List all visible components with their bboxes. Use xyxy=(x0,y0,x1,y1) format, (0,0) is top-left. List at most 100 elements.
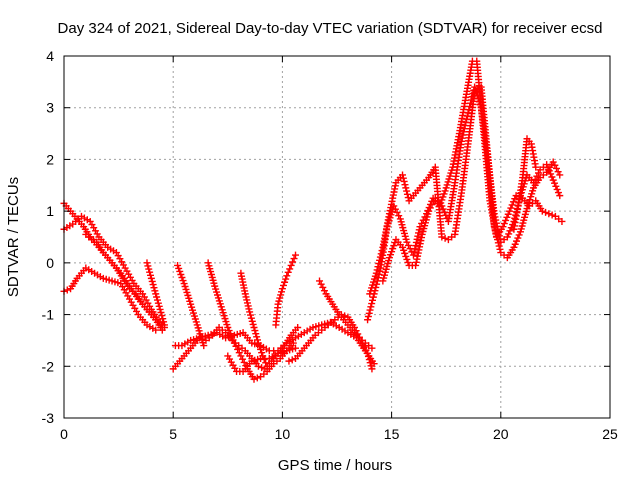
y-tick-label: 1 xyxy=(46,203,54,219)
data-point xyxy=(510,243,518,251)
data-point-interp xyxy=(547,170,555,178)
data-point-interp xyxy=(548,211,556,219)
data-point-interp xyxy=(155,302,163,310)
x-tick-label: 0 xyxy=(60,426,68,442)
data-point-interp xyxy=(258,364,266,372)
data-point-interp xyxy=(403,190,411,198)
data-point xyxy=(556,192,564,200)
data-series xyxy=(237,269,271,370)
data-series xyxy=(510,135,540,233)
data-series xyxy=(272,251,300,329)
data-point-interp xyxy=(466,102,474,110)
data-series xyxy=(379,83,564,285)
data-point-interp xyxy=(463,115,471,123)
data-point-interp xyxy=(251,327,259,335)
data-point-interp xyxy=(253,333,261,341)
tick-layer: 0 5 10 15 20 25 -3 -2 -1 0 1 2 3 4 xyxy=(42,48,618,442)
data-point-interp xyxy=(492,219,500,227)
data-point xyxy=(368,344,376,352)
data-point-interp xyxy=(288,356,296,364)
data-point-interp xyxy=(374,263,382,271)
data-point-interp xyxy=(252,330,260,338)
data-point xyxy=(259,352,267,360)
data-point-interp xyxy=(364,352,372,360)
data-point-interp xyxy=(495,232,503,240)
x-tick-label: 15 xyxy=(384,426,400,442)
data-point-interp xyxy=(276,294,284,302)
data-point xyxy=(254,339,262,347)
data-point-interp xyxy=(400,177,408,185)
data-point-interp xyxy=(551,179,559,187)
data-point-interp xyxy=(460,128,468,136)
data-series xyxy=(224,344,300,375)
data-point-interp xyxy=(505,230,513,238)
data-point-interp xyxy=(275,297,283,305)
data-point-interp xyxy=(468,93,476,101)
data-point-interp xyxy=(254,336,262,344)
data-point-interp xyxy=(151,287,159,295)
data-point-interp xyxy=(153,296,161,304)
data-point-interp xyxy=(366,306,374,314)
y-tick-label: 2 xyxy=(46,151,54,167)
data-point-interp xyxy=(462,118,470,126)
data-point-interp xyxy=(502,216,510,224)
chart-title: Day 324 of 2021, Sidereal Day-to-day VTE… xyxy=(58,20,603,37)
data-point xyxy=(289,339,297,347)
data-point-interp xyxy=(494,226,502,234)
data-point-interp xyxy=(160,318,168,326)
data-point-interp xyxy=(511,240,519,248)
y-tick-label: -1 xyxy=(42,307,55,323)
data-point-interp xyxy=(279,281,287,289)
data-point-interp xyxy=(504,210,512,218)
data-point xyxy=(156,305,164,313)
data-point xyxy=(538,207,546,215)
data-point-interp xyxy=(554,189,562,197)
data-point-interp xyxy=(157,309,165,317)
data-point-interp xyxy=(466,99,474,107)
data-point-interp xyxy=(441,234,449,242)
data-point-interp xyxy=(290,255,298,263)
data-point xyxy=(558,217,566,225)
data-point xyxy=(285,357,293,365)
data-point-interp xyxy=(277,291,285,299)
data-point-interp xyxy=(463,112,471,120)
plot-frame xyxy=(63,55,611,419)
data-point-interp xyxy=(364,313,372,321)
data-point xyxy=(143,259,151,267)
data-point xyxy=(399,171,407,179)
data-point-interp xyxy=(146,268,154,276)
data-point-interp xyxy=(403,187,411,195)
data-point-interp xyxy=(368,296,376,304)
data-point-interp xyxy=(158,312,166,320)
data-point-interp xyxy=(553,185,561,193)
data-point-interp xyxy=(508,201,516,209)
data-point xyxy=(372,269,380,277)
data-point xyxy=(549,176,557,184)
data-point-interp xyxy=(367,303,375,311)
data-point-interp xyxy=(503,213,511,221)
data-point-interp xyxy=(255,342,263,350)
data-point-interp xyxy=(459,131,467,139)
data-point-interp xyxy=(341,312,349,320)
data-series xyxy=(174,261,208,350)
y-tick-label: 3 xyxy=(46,100,54,116)
data-point-interp xyxy=(515,231,523,239)
data-point-interp xyxy=(153,293,161,301)
data-point xyxy=(464,109,472,117)
data-series xyxy=(285,311,376,373)
y-axis-label: SDTVAR / TECUs xyxy=(5,177,22,297)
data-point xyxy=(152,290,160,298)
data-point-interp xyxy=(544,164,552,172)
data-point-interp xyxy=(154,299,162,307)
data-point-interp xyxy=(365,309,373,317)
data-point xyxy=(224,324,232,331)
data-point-interp xyxy=(226,330,234,338)
data-point-interp xyxy=(439,205,447,213)
data-point xyxy=(250,375,258,383)
data-point-interp xyxy=(258,349,266,357)
data-point-interp xyxy=(399,174,407,182)
data-point-interp xyxy=(412,242,420,250)
data-point xyxy=(438,233,446,241)
data-point-interp xyxy=(148,277,156,285)
